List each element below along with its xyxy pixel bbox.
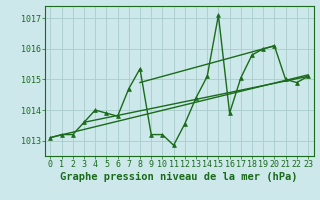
X-axis label: Graphe pression niveau de la mer (hPa): Graphe pression niveau de la mer (hPa) xyxy=(60,172,298,182)
